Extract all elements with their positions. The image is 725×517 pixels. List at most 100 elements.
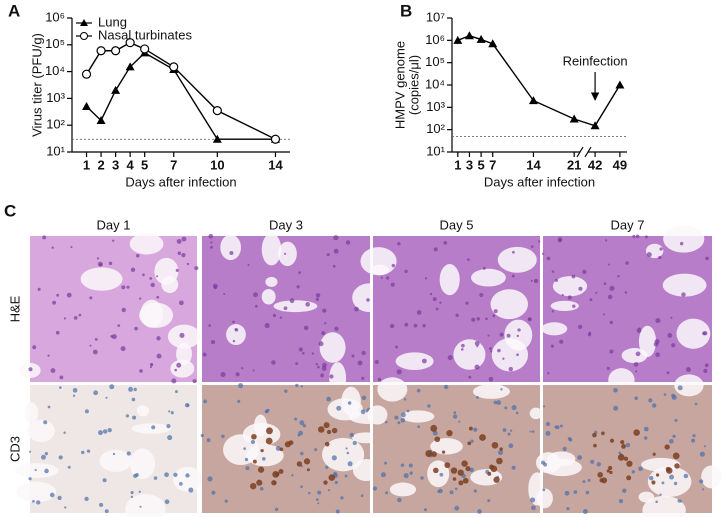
data-point: [270, 134, 281, 144]
stained-cell: [323, 422, 330, 429]
tissue-space: [471, 268, 506, 287]
stained-cell: [606, 469, 610, 473]
cell: [443, 384, 449, 390]
cell: [531, 430, 535, 433]
cell: [454, 487, 458, 491]
cell: [674, 418, 678, 422]
cell: [500, 388, 503, 391]
cell: [262, 457, 266, 461]
cell: [671, 343, 676, 348]
cell: [390, 282, 395, 287]
tissue-space: [430, 438, 463, 455]
stained-cell: [425, 450, 433, 458]
cell: [671, 393, 676, 398]
cell: [37, 287, 41, 291]
cell: [207, 476, 213, 482]
column-label: Day 1: [97, 217, 131, 232]
cell: [496, 400, 502, 405]
cell: [547, 372, 550, 375]
stained-cell: [467, 441, 472, 446]
tissue-space: [491, 338, 529, 372]
cell: [111, 334, 117, 340]
stained-cell: [623, 456, 629, 461]
cell: [336, 405, 342, 411]
cell: [502, 428, 507, 433]
cell: [582, 509, 588, 514]
stained-cell: [433, 467, 439, 474]
cell: [374, 359, 379, 365]
column-label: Day 7: [611, 217, 645, 232]
cell: [416, 388, 421, 393]
stained-cell: [655, 473, 660, 477]
cell: [333, 235, 339, 241]
cell: [635, 234, 640, 239]
tissue-space: [176, 342, 193, 366]
cell: [420, 476, 424, 480]
cell: [527, 317, 532, 322]
cell: [345, 447, 348, 450]
y-axis-label: HMPV genome: [392, 41, 407, 129]
data-point: [96, 46, 106, 56]
stained-cell: [468, 426, 473, 431]
cell: [366, 298, 370, 302]
cell: [474, 364, 480, 370]
cell: [192, 379, 197, 384]
cell: [47, 405, 51, 409]
cell: [705, 256, 709, 261]
cell: [559, 424, 563, 428]
cell: [488, 347, 492, 351]
data-point: [476, 34, 486, 43]
cell: [185, 473, 190, 478]
tissue-space: [136, 405, 150, 417]
x-tick-label: 7: [170, 157, 177, 172]
tissue-space: [226, 324, 246, 346]
tissue-space: [161, 275, 179, 294]
cell: [545, 421, 551, 427]
row-label: CD3: [7, 436, 22, 462]
stained-cell: [626, 475, 632, 481]
cell: [699, 479, 704, 484]
y-tick-label: 10³: [46, 90, 65, 105]
cell: [52, 300, 57, 305]
cell: [284, 389, 288, 393]
legend-marker: [80, 19, 88, 26]
cell: [128, 386, 133, 392]
cell: [453, 411, 457, 415]
tissue-space: [172, 466, 203, 492]
cell: [508, 366, 514, 372]
cell: [179, 300, 184, 306]
x-tick-label: 2: [97, 157, 104, 172]
cell: [211, 490, 216, 495]
y-tick-label: 10⁶: [425, 32, 445, 47]
tissue-space: [541, 322, 568, 336]
tissue-space: [129, 448, 156, 479]
cell: [561, 293, 564, 297]
cell: [81, 450, 85, 455]
tissue-space: [131, 423, 172, 434]
cell: [530, 245, 534, 248]
cell: [567, 437, 572, 441]
cell: [303, 325, 309, 331]
cell: [224, 499, 228, 503]
stained-cell: [496, 457, 503, 465]
cell: [73, 316, 78, 320]
cell: [578, 286, 583, 291]
stained-cell: [599, 478, 604, 483]
cell: [279, 316, 283, 319]
cell: [537, 240, 541, 243]
cell: [669, 438, 674, 444]
cell: [335, 509, 340, 514]
stained-cell: [593, 443, 597, 448]
cell: [658, 255, 662, 260]
cell: [408, 463, 413, 468]
data-point: [140, 44, 150, 54]
cell: [66, 292, 72, 298]
cell: [220, 371, 226, 378]
stained-cell: [493, 476, 500, 483]
stained-cell: [674, 463, 680, 469]
cell: [648, 398, 653, 403]
stained-cell: [620, 440, 625, 445]
stained-cell: [271, 480, 277, 486]
cell: [455, 313, 459, 318]
cell: [542, 405, 546, 408]
